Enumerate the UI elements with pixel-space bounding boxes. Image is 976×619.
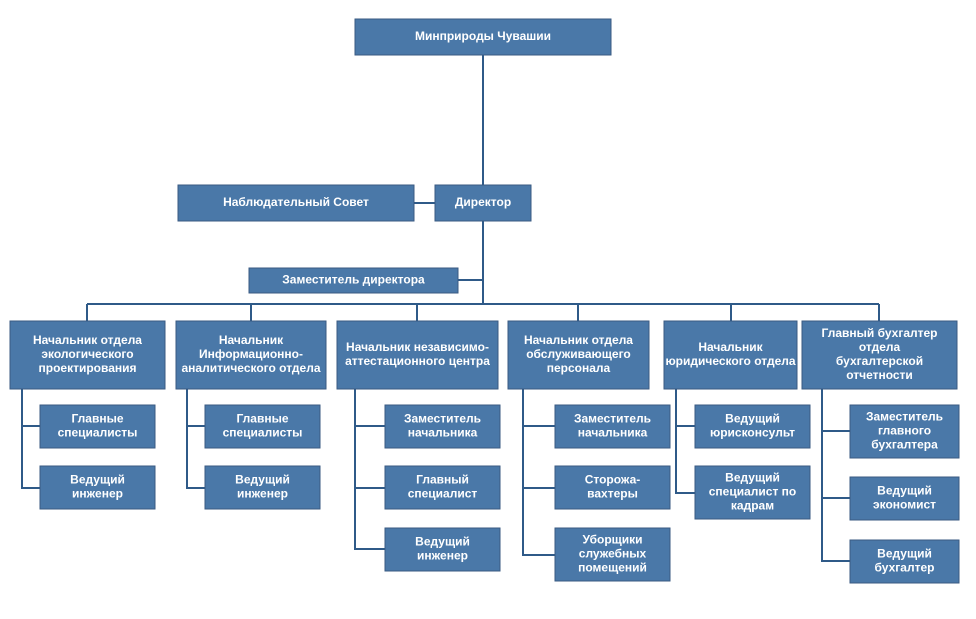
org-node-label: бухгалтер: [875, 561, 935, 575]
org-node-label: начальника: [578, 426, 648, 440]
org-chart: Минприроды Чувашии Директор Наблюдательный…: [0, 0, 976, 619]
org-node-label: специалист: [408, 487, 478, 501]
org-node-label: Ведущий: [877, 547, 932, 561]
org-node-label: Заместитель: [404, 412, 481, 426]
org-node-label: инженер: [417, 549, 468, 563]
org-node: Заместительглавногобухгалтера: [850, 405, 959, 458]
org-node-label: Главный бухгалтер: [821, 326, 937, 340]
org-node-label: Начальник: [698, 340, 763, 354]
org-node-label: Ведущий: [235, 473, 290, 487]
org-edge: [523, 488, 555, 555]
org-edge: [355, 488, 385, 549]
org-node-label: кадрам: [731, 499, 774, 513]
org-edge: [355, 389, 385, 426]
org-node: Ведущийбухгалтер: [850, 540, 959, 583]
org-node: Ведущийинженер: [385, 528, 500, 571]
org-node-label: Начальник отдела: [524, 333, 633, 347]
org-edge: [822, 498, 850, 561]
org-edge: [822, 389, 850, 431]
org-edge: [523, 426, 555, 488]
org-node-label: главного: [878, 424, 931, 438]
org-node-label: вахтеры: [587, 487, 638, 501]
org-node-label: инженер: [72, 487, 123, 501]
org-node-label: аттестационного центра: [345, 354, 490, 368]
org-node-label: бухгалтера: [871, 438, 938, 452]
org-node-label: Начальник: [219, 333, 284, 347]
org-node: Ведущийинженер: [40, 466, 155, 509]
org-edge: [458, 221, 483, 280]
org-edge: [355, 426, 385, 488]
org-node: НачальникИнформационно-аналитического от…: [176, 321, 326, 389]
org-node: Директор: [435, 185, 531, 221]
org-node: Заместительначальника: [385, 405, 500, 448]
org-node: Наблюдательный Совет: [178, 185, 414, 221]
org-node-label: Минприроды Чувашии: [415, 29, 551, 43]
org-node: Начальник независимо-аттестационного цен…: [337, 321, 498, 389]
org-node: Начальник отделаобслуживающегоперсонала: [508, 321, 649, 389]
org-node: Минприроды Чувашии: [355, 19, 611, 55]
org-node-label: Главный: [416, 473, 469, 487]
org-edge: [187, 426, 205, 488]
org-node: Главныеспециалисты: [205, 405, 320, 448]
org-node-label: юридического отдела: [665, 354, 795, 368]
org-node: Начальник отделаэкологическогопроектиров…: [10, 321, 165, 389]
org-edge: [22, 389, 40, 426]
org-node-label: Заместитель директора: [282, 273, 425, 287]
org-edge: [676, 426, 695, 493]
org-node: Ведущийспециалист покадрам: [695, 466, 810, 519]
org-node-label: обслуживающего: [526, 347, 631, 361]
org-node-label: специалисты: [58, 426, 138, 440]
org-edge: [22, 426, 40, 488]
org-node: Главныйспециалист: [385, 466, 500, 509]
org-node-label: бухгалтерской: [836, 354, 923, 368]
org-node-label: аналитического отдела: [181, 361, 320, 375]
org-node-label: специалисты: [223, 426, 303, 440]
org-node-label: Сторожа-: [585, 473, 641, 487]
org-node-label: начальника: [408, 426, 478, 440]
org-node-label: юрисконсульт: [710, 426, 795, 440]
org-node-label: отчетности: [846, 368, 913, 382]
org-node-label: Начальник отдела: [33, 333, 142, 347]
org-node-label: Начальник независимо-: [346, 340, 489, 354]
org-node: Ведущийэкономист: [850, 477, 959, 520]
org-node-label: проектирования: [38, 361, 136, 375]
org-node-label: Заместитель: [866, 410, 943, 424]
org-node-label: Ведущий: [415, 535, 470, 549]
org-node-label: персонала: [547, 361, 611, 375]
org-edge: [676, 389, 695, 426]
org-node: Начальникюридического отдела: [664, 321, 797, 389]
org-node-label: Главные: [236, 412, 288, 426]
org-node-label: Ведущий: [725, 471, 780, 485]
org-node: Главныеспециалисты: [40, 405, 155, 448]
org-node: Ведущийюрисконсульт: [695, 405, 810, 448]
org-node-label: помещений: [578, 561, 647, 575]
org-node-label: Ведущий: [877, 484, 932, 498]
org-node: Заместитель директора: [249, 268, 458, 293]
org-node: Ведущийинженер: [205, 466, 320, 509]
org-node-label: Директор: [455, 195, 511, 209]
org-node-label: Ведущий: [725, 412, 780, 426]
org-node-label: экологического: [41, 347, 133, 361]
org-node-label: служебных: [579, 547, 647, 561]
org-edge: [523, 389, 555, 426]
org-node-label: специалист по: [709, 485, 797, 499]
org-node: Сторожа-вахтеры: [555, 466, 670, 509]
org-edge: [187, 389, 205, 426]
org-node-label: Ведущий: [70, 473, 125, 487]
org-node-label: Информационно-: [199, 347, 303, 361]
org-node-label: экономист: [873, 498, 936, 512]
org-node-label: инженер: [237, 487, 288, 501]
org-node-label: Главные: [71, 412, 123, 426]
org-node-label: отдела: [859, 340, 901, 354]
org-node: Уборщикислужебныхпомещений: [555, 528, 670, 581]
org-node: Заместительначальника: [555, 405, 670, 448]
org-node-label: Уборщики: [582, 533, 642, 547]
org-node-label: Наблюдательный Совет: [223, 195, 369, 209]
org-node: Главный бухгалтеротделабухгалтерскойотче…: [802, 321, 957, 389]
org-edge: [822, 431, 850, 498]
org-node-label: Заместитель: [574, 412, 651, 426]
